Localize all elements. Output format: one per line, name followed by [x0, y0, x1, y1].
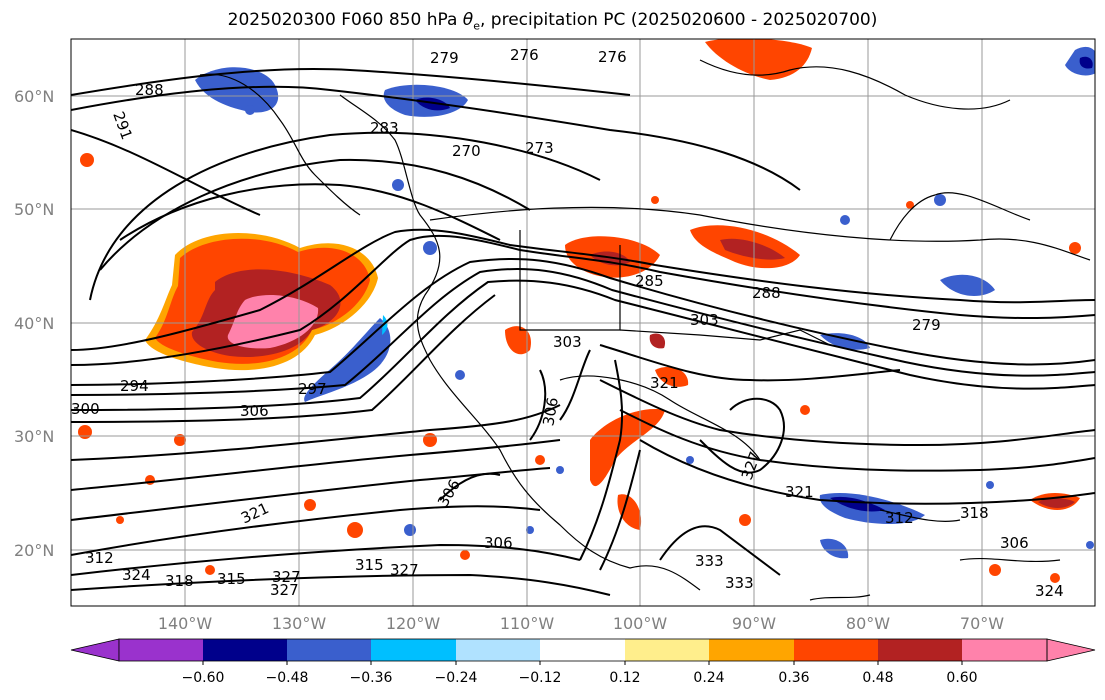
lon-label: 90°W: [732, 614, 776, 633]
colorbar-segment: [287, 639, 371, 661]
colorbar-tick-label: 0.36: [778, 670, 809, 686]
colorbar-tick-label: −0.48: [266, 670, 309, 686]
contour-label: 306: [240, 402, 269, 420]
colorbar-tick-label: 0.12: [609, 670, 640, 686]
contour-labels: 288 291 279 276 276 283 270 273 285 288 …: [71, 46, 1064, 600]
coastlines: [199, 59, 1091, 601]
contour-label: 300: [71, 400, 100, 418]
contour-label: 285: [635, 272, 664, 290]
contour-label: 321: [650, 374, 679, 392]
colorbar: −0.60 −0.48 −0.36 −0.24 −0.12 0.12 0.24 …: [70, 638, 1096, 686]
title-main: 2025020300 F060 850 hPa: [227, 10, 463, 30]
colorbar-tick-label: 0.24: [693, 670, 724, 686]
title-subscript: e: [473, 19, 480, 33]
lon-label: 130°W: [272, 614, 327, 633]
colorbar-segment: [540, 639, 625, 661]
colorbar-extend-right: [1046, 638, 1096, 662]
colorbar-segment: [371, 639, 456, 661]
contour-label: 279: [430, 49, 459, 67]
north-positive: [705, 39, 812, 80]
colorbar-tick-label: −0.12: [519, 670, 562, 686]
contour-label: 303: [553, 333, 582, 351]
lon-label: 80°W: [846, 614, 890, 633]
contour-label: 318: [960, 504, 989, 522]
lat-label: 20°N: [14, 541, 54, 560]
contour-label: 306: [539, 396, 562, 427]
contour-label: 276: [510, 46, 539, 64]
colorbar-segment: [709, 639, 794, 661]
lat-label: 50°N: [14, 200, 54, 219]
map-content: 288 291 279 276 276 283 270 273 285 288 …: [71, 39, 1095, 606]
colorbar-tick-label: 0.48: [862, 670, 893, 686]
colorbar-segment: [878, 639, 962, 661]
latitude-labels: 60°N 50°N 40°N 30°N 20°N: [14, 87, 54, 560]
colorbar-segment: [625, 639, 709, 661]
lat-label: 60°N: [14, 87, 54, 106]
map-frame: [70, 38, 1096, 607]
longitude-labels: 140°W 130°W 120°W 110°W 100°W 90°W 80°W …: [158, 614, 1004, 633]
theta-e-contours: [71, 68, 1095, 596]
contour-label: 315: [217, 570, 246, 588]
colorbar-segment: [203, 639, 287, 661]
contour-label: 294: [120, 377, 149, 395]
contour-label: 288: [135, 81, 164, 99]
contour-label: 276: [598, 48, 627, 66]
colorbar-segment: [962, 639, 1047, 661]
colorbar-frame: [118, 638, 1048, 662]
contour-label: 306: [484, 534, 513, 552]
contour-label: 321: [785, 483, 814, 501]
contour-label: 333: [725, 574, 754, 592]
figure-title: 2025020300 F060 850 hPa θe, precipitatio…: [0, 10, 1105, 32]
contour-label: 297: [298, 380, 327, 398]
mexico-positive: [590, 409, 665, 487]
lon-label: 100°W: [613, 614, 668, 633]
colorbar-extend-left: [70, 638, 120, 662]
title-theta-symbol: θ: [462, 10, 474, 30]
contour-label: 312: [885, 509, 914, 527]
lon-label: 110°W: [500, 614, 555, 633]
colorbar-segment: [119, 639, 203, 661]
contour-label: 318: [165, 572, 194, 590]
contour-label: 324: [122, 566, 151, 584]
lat-label: 30°N: [14, 427, 54, 446]
contour-label: 315: [355, 556, 384, 574]
contour-label: 279: [912, 316, 941, 334]
alaska-negative: [195, 67, 279, 113]
contour-label: 306: [1000, 534, 1029, 552]
contour-label: 303: [690, 311, 719, 329]
colorbar-segment: [456, 639, 540, 661]
contour-label: 270: [452, 142, 481, 160]
lon-label: 140°W: [158, 614, 213, 633]
colorbar-tick-label: −0.36: [350, 670, 393, 686]
contour-label: 324: [1035, 582, 1064, 600]
contour-label: 312: [85, 549, 114, 567]
colorbar-tick-label: 0.60: [946, 670, 977, 686]
contour-label: 288: [752, 284, 781, 302]
contour-label: 273: [525, 139, 554, 157]
lon-label: 120°W: [386, 614, 441, 633]
lat-label: 40°N: [14, 314, 54, 333]
contour-label: 327: [390, 561, 419, 579]
contour-label: 327: [272, 568, 301, 586]
colorbar-tick-label: −0.24: [435, 670, 478, 686]
title-rest: , precipitation PC (2025020600 - 2025020…: [479, 10, 878, 30]
contour-label: 327: [270, 581, 299, 599]
contour-label: 333: [695, 552, 724, 570]
lon-label: 70°W: [960, 614, 1004, 633]
pacific-precip-core-pink: [227, 294, 319, 349]
colorbar-tick-label: −0.60: [182, 670, 225, 686]
contour-label: 283: [370, 119, 399, 137]
colorbar-segment: [794, 639, 878, 661]
